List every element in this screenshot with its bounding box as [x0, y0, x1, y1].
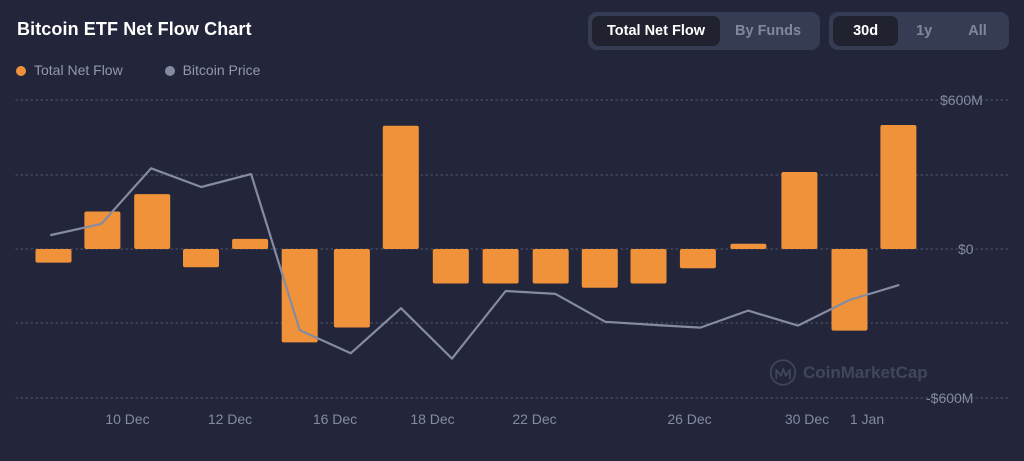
svg-text:26 Dec: 26 Dec — [667, 411, 711, 427]
svg-text:16 Dec: 16 Dec — [313, 411, 357, 427]
svg-text:30 Dec: 30 Dec — [785, 411, 829, 427]
svg-text:1 Jan: 1 Jan — [850, 411, 884, 427]
svg-text:18 Dec: 18 Dec — [410, 411, 454, 427]
svg-text:22 Dec: 22 Dec — [512, 411, 556, 427]
svg-text:CoinMarketCap: CoinMarketCap — [803, 363, 928, 382]
svg-text:$600M: $600M — [940, 92, 983, 108]
svg-text:12 Dec: 12 Dec — [208, 411, 252, 427]
svg-text:$0: $0 — [958, 241, 974, 257]
svg-text:-$600M: -$600M — [926, 390, 973, 406]
svg-text:10 Dec: 10 Dec — [105, 411, 149, 427]
